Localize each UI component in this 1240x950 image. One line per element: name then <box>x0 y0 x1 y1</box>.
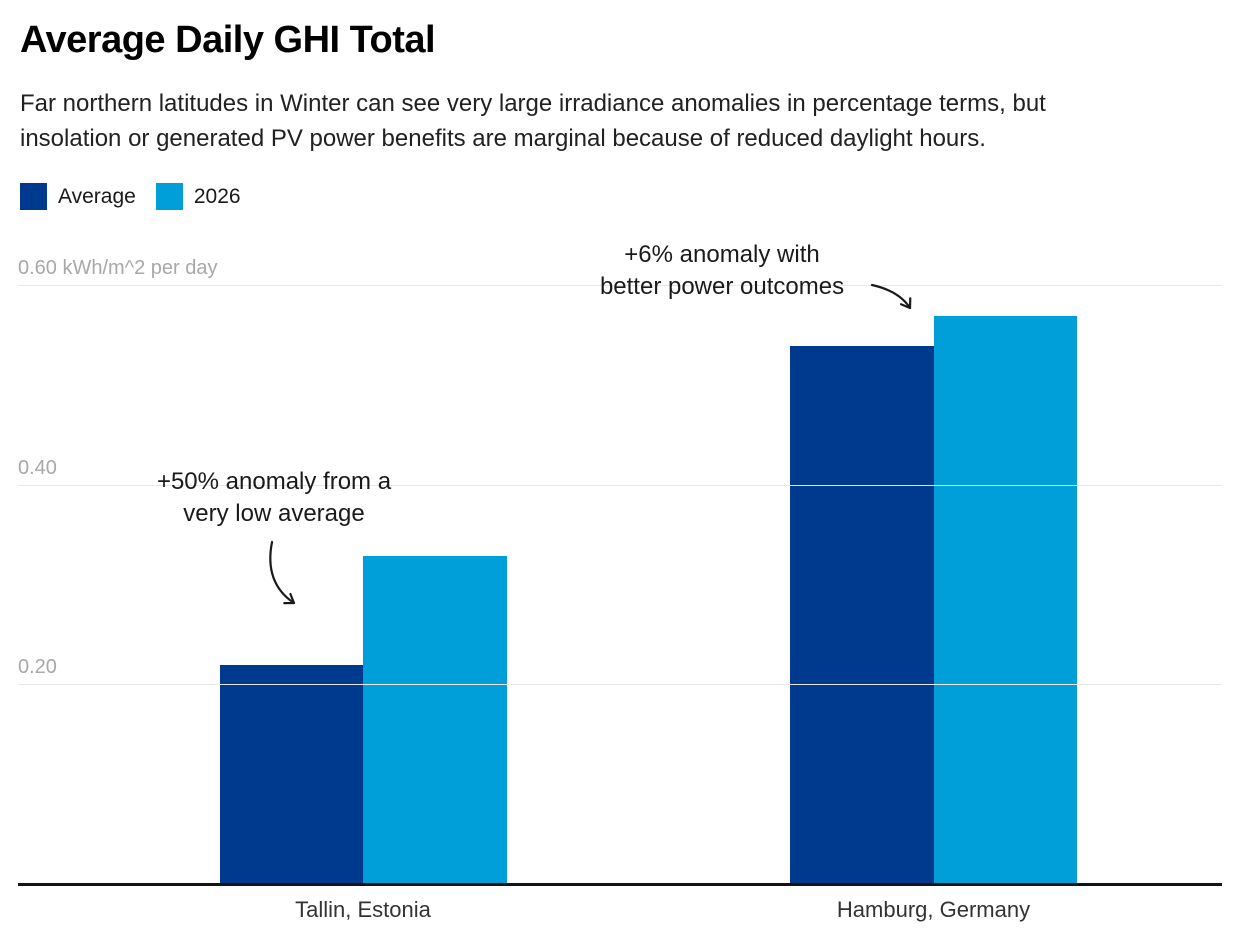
annotation-hamburg: +6% anomaly with better power outcomes <box>566 239 878 303</box>
gridline-0-4 <box>18 485 1222 486</box>
gridline-0-6 <box>18 285 1222 286</box>
bar-2026-tallin-estonia <box>363 556 507 885</box>
legend-item-average: Average <box>20 183 136 210</box>
gridline-0-2 <box>18 684 1222 685</box>
legend: Average 2026 <box>20 183 241 210</box>
legend-swatch-average <box>20 183 47 210</box>
bar-2026-hamburg-germany <box>934 316 1077 885</box>
chart-title: Average Daily GHI Total <box>20 19 436 61</box>
y-tick-label-0-4: 0.40 <box>18 457 57 479</box>
bar-average-hamburg-germany <box>790 346 934 885</box>
y-tick-label-0-2: 0.20 <box>18 656 57 678</box>
annotation-arrow-tallin <box>269 540 296 605</box>
annotation-hamburg-line-1: +6% anomaly with <box>624 241 820 268</box>
annotation-hamburg-line-2: better power outcomes <box>599 273 845 300</box>
x-axis-line <box>18 883 1222 886</box>
category-label-hamburg-germany: Hamburg, Germany <box>836 897 1031 922</box>
legend-swatch-2026 <box>155 183 183 210</box>
legend-item-2026: 2026 <box>155 183 241 210</box>
annotation-tallin: +50% anomaly from a very low average <box>120 466 428 530</box>
y-tick-label-0-6: 0.60 kWh/m^2 per day <box>18 257 218 279</box>
legend-label-average: Average <box>58 184 136 208</box>
annotation-tallin-line-1: +50% anomaly from a <box>156 468 392 495</box>
legend-label-2026: 2026 <box>193 184 241 208</box>
chart-subtitle: Far northern latitudes in Winter can see… <box>20 90 1046 152</box>
annotation-tallin-line-2: very low average <box>183 500 365 527</box>
category-label-tallin-estonia: Tallin, Estonia <box>295 897 431 922</box>
bar-average-tallin-estonia <box>220 665 363 885</box>
